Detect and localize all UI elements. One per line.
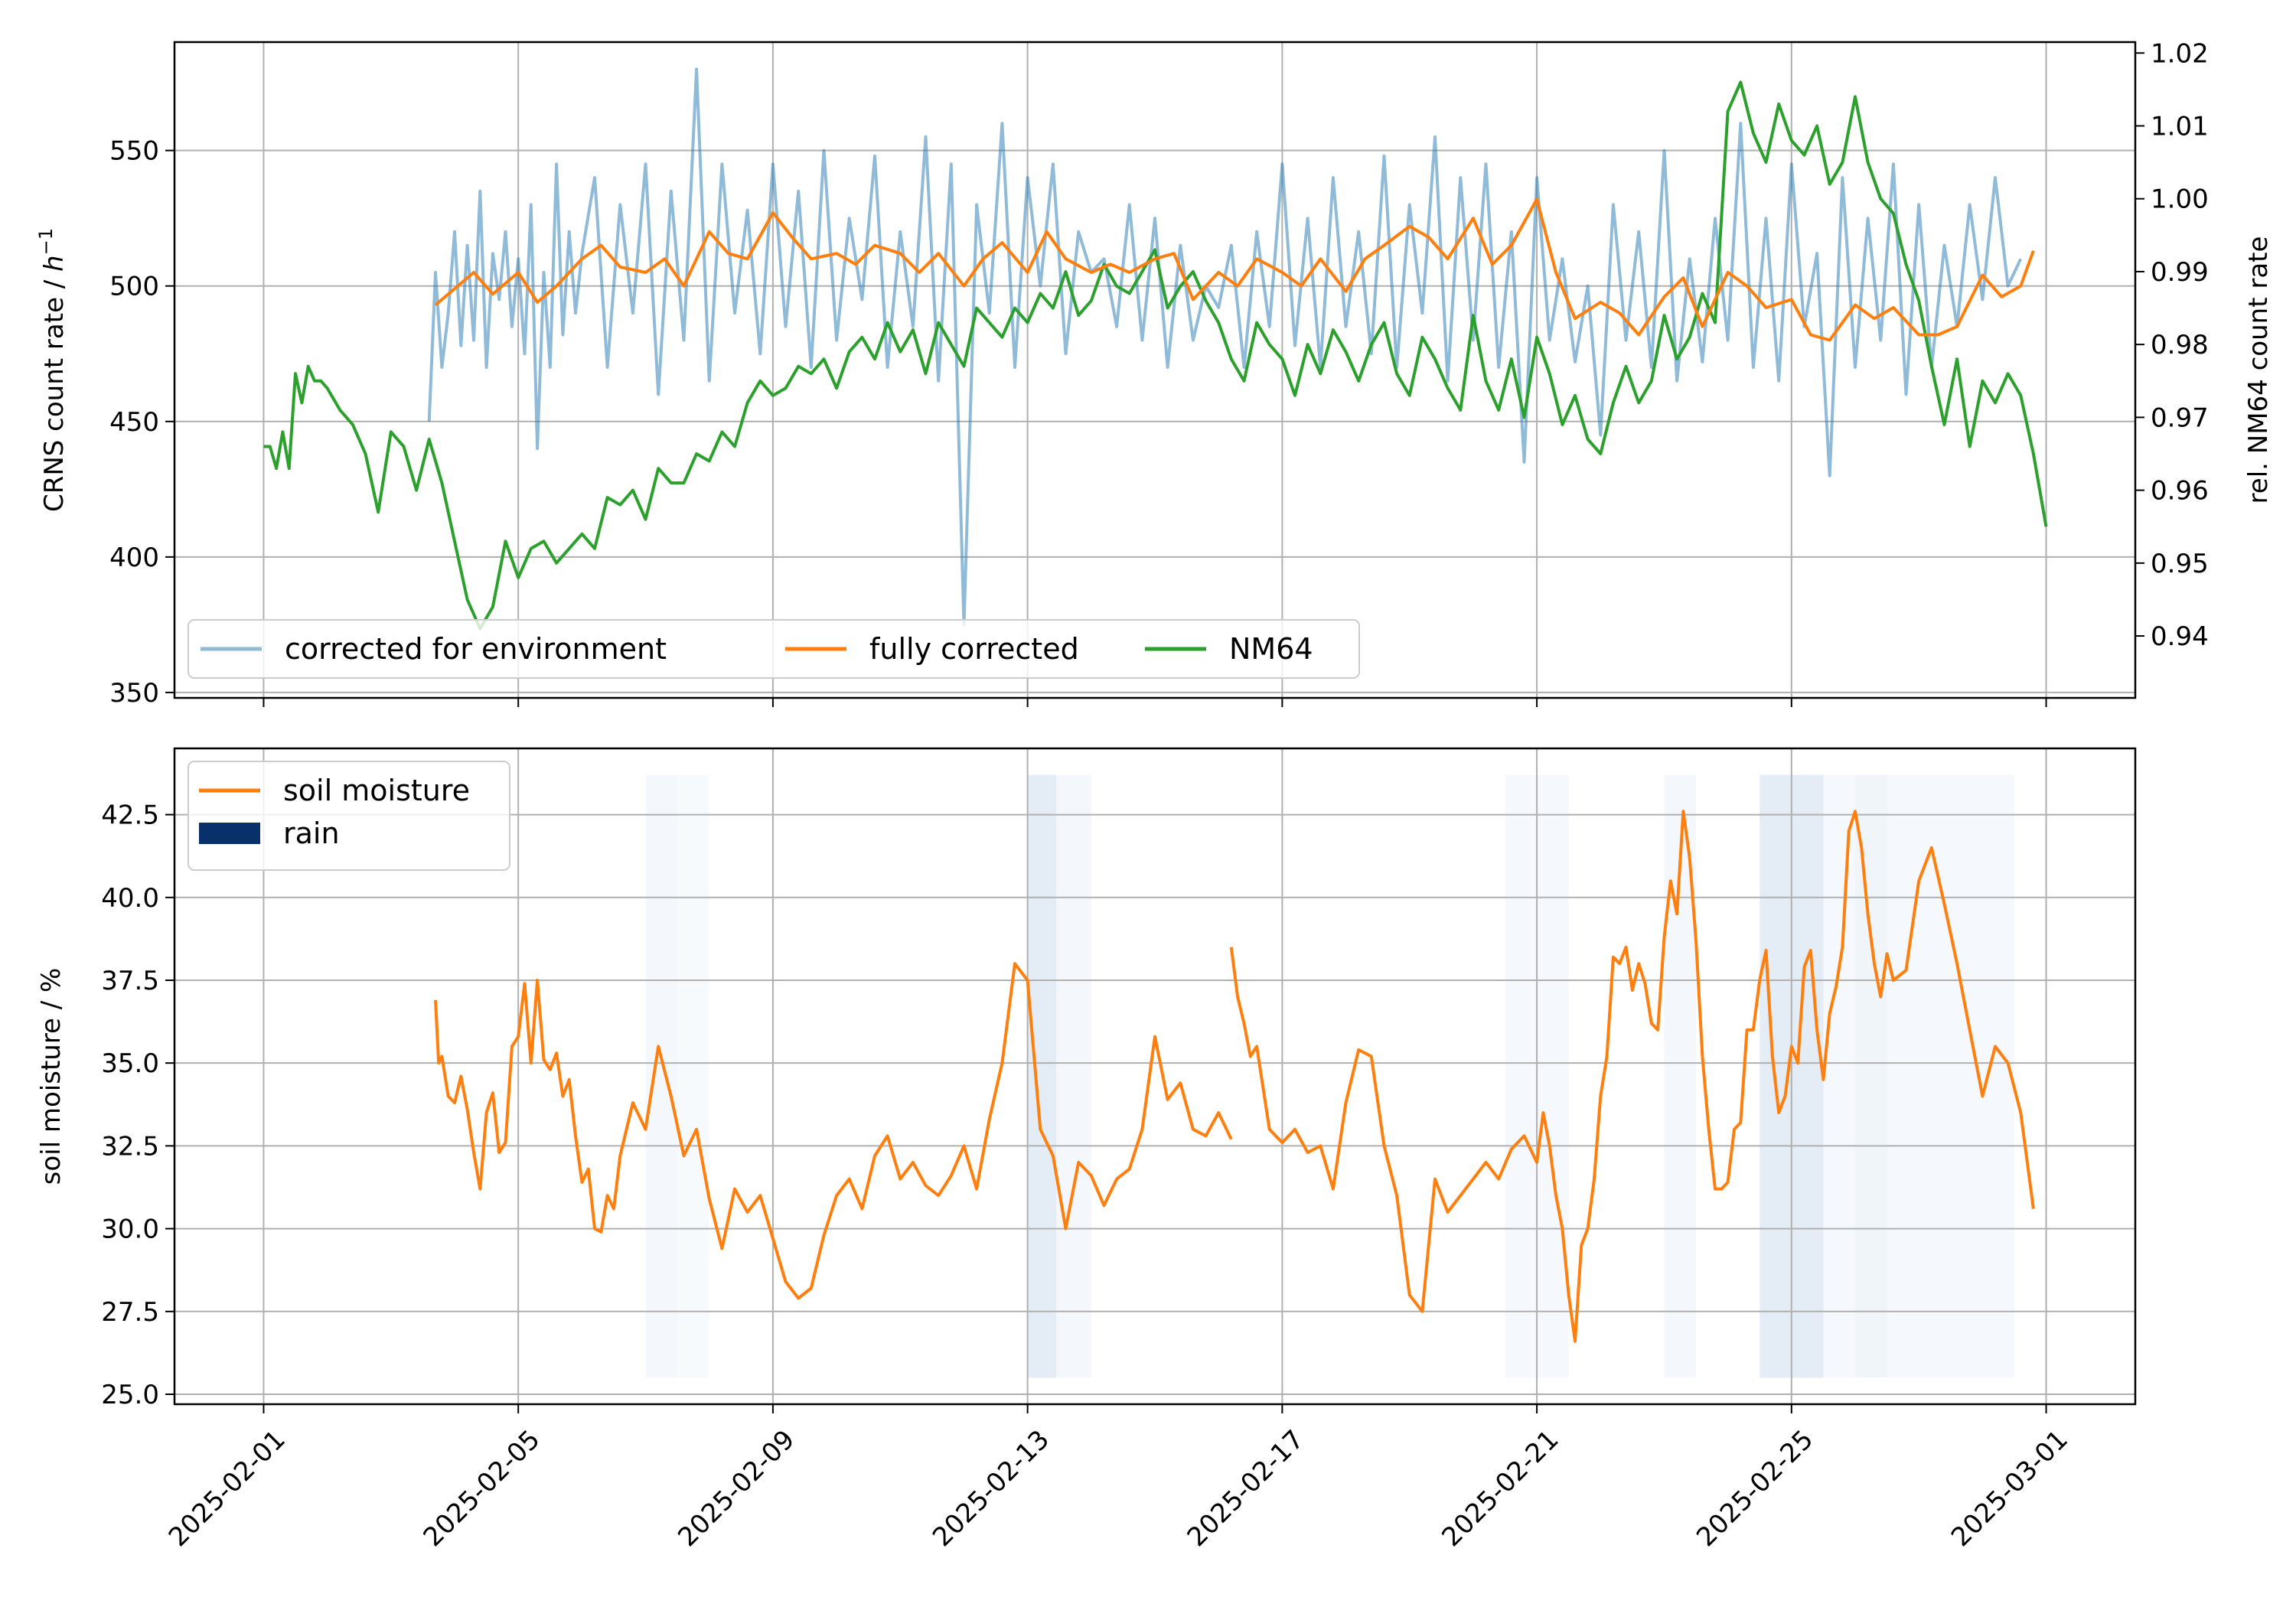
legend-item-nm64: NM64 bbox=[1145, 632, 1313, 666]
bottom-y-tick-label: 30.0 bbox=[101, 1214, 159, 1245]
top-y2-tick-label: 0.99 bbox=[2151, 257, 2209, 288]
rain-band bbox=[1027, 774, 1057, 1378]
legend-item-rain: rain bbox=[199, 817, 340, 850]
top-y2-tick-label: 0.98 bbox=[2151, 330, 2209, 360]
legend-item-soil-moisture: soil moisture bbox=[199, 774, 470, 807]
top-x-ticks bbox=[263, 698, 2047, 707]
top-y-axis-label-unit: h bbox=[39, 255, 70, 272]
top-y-tick-label: 450 bbox=[109, 407, 159, 438]
legend-label: rain bbox=[283, 817, 340, 850]
bottom-y-ticks: 25.0 27.5 30.0 32.5 35.0 37.5 40.0 42.5 bbox=[101, 800, 174, 1410]
bottom-y-tick-label: 35.0 bbox=[101, 1048, 159, 1079]
legend-label: NM64 bbox=[1229, 632, 1313, 666]
top-y-tick-label: 400 bbox=[109, 543, 159, 573]
bottom-y-tick-label: 32.5 bbox=[101, 1131, 159, 1162]
bottom-y-tick-label: 40.0 bbox=[101, 883, 159, 914]
top-y-tick-label: 350 bbox=[109, 678, 159, 709]
bottom-y-tick-label: 42.5 bbox=[101, 800, 159, 831]
top-y2-tick-label: 1.00 bbox=[2151, 184, 2209, 215]
rain-band bbox=[1823, 774, 1855, 1378]
bottom-series bbox=[434, 810, 2035, 1343]
legend-label: corrected for environment bbox=[285, 632, 667, 666]
bottom-grid bbox=[174, 748, 2135, 1404]
top-y2-tick-label: 0.96 bbox=[2151, 476, 2209, 507]
top-axes-frame bbox=[173, 41, 2137, 699]
top-y2-ticks: 0.94 0.95 0.96 0.97 0.98 0.99 1.00 1.01 1.02 bbox=[2135, 38, 2209, 652]
series-soil-moisture bbox=[434, 962, 1233, 1300]
legend-swatch-patch bbox=[199, 823, 260, 844]
top-y2-tick-label: 1.01 bbox=[2151, 112, 2209, 142]
series-fully-corrected bbox=[434, 197, 2035, 342]
top-series bbox=[263, 67, 2048, 631]
top-legend-box bbox=[188, 619, 1360, 679]
top-panel: 350 400 450 500 550 0.94 0.95 0.96 0.97 0.98 0.99… bbox=[35, 38, 2274, 709]
bottom-axes-frame bbox=[173, 747, 2137, 1406]
legend-item-corrected-for-environment: corrected for environment bbox=[201, 632, 667, 666]
legend-item-fully-corrected: fully corrected bbox=[785, 632, 1079, 666]
bottom-y-tick-label: 27.5 bbox=[101, 1297, 159, 1328]
top-y2-tick-label: 0.97 bbox=[2151, 403, 2209, 433]
rain-band bbox=[677, 774, 709, 1378]
bottom-y-tick-label: 37.5 bbox=[101, 966, 159, 996]
bottom-legend: soil moisture rain bbox=[188, 761, 510, 871]
top-y-axis-label-main: CRNS count rate / bbox=[39, 272, 70, 512]
top-y-tick-label: 550 bbox=[109, 136, 159, 167]
top-y-ticks: 350 400 450 500 550 bbox=[109, 136, 174, 709]
top-legend: corrected for environment fully corrected… bbox=[188, 619, 1360, 679]
series-soil-moisture bbox=[1229, 810, 2035, 1343]
top-y-tick-label: 500 bbox=[109, 272, 159, 302]
rain-band bbox=[645, 774, 678, 1378]
top-y2-tick-label: 0.95 bbox=[2151, 549, 2209, 579]
bottom-legend-box bbox=[188, 761, 510, 871]
legend-label: soil moisture bbox=[283, 774, 470, 807]
top-y-axis-label: CRNS count rate / h−1 bbox=[35, 228, 70, 512]
bottom-y-axis-label: soil moisture / % bbox=[36, 968, 67, 1185]
top-y2-tick-label: 0.94 bbox=[2151, 621, 2209, 652]
series-corrected-for-environment bbox=[427, 67, 2023, 627]
rain-band bbox=[1855, 774, 1887, 1378]
legend-label: fully corrected bbox=[869, 632, 1079, 666]
rain-band bbox=[1950, 774, 2014, 1378]
top-y2-axis-label: rel. NM64 count rate bbox=[2243, 236, 2274, 504]
series-nm64 bbox=[263, 80, 2048, 631]
top-y-axis-label-exp: −1 bbox=[35, 228, 57, 255]
bottom-y-tick-label: 25.0 bbox=[101, 1380, 159, 1410]
rain-band bbox=[1887, 774, 1951, 1378]
top-y2-tick-label: 1.02 bbox=[2151, 38, 2209, 69]
rain-band bbox=[1056, 774, 1091, 1378]
